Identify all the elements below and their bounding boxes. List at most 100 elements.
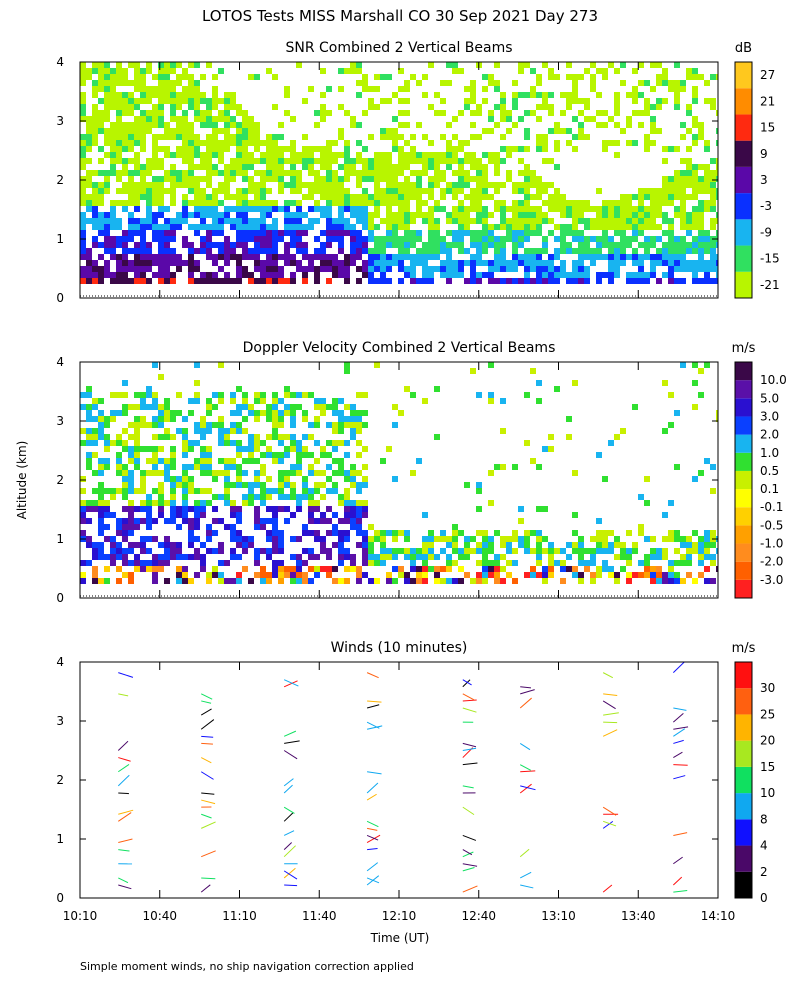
heat-cell	[230, 206, 236, 212]
heat-cell	[260, 440, 266, 446]
heat-cell	[710, 104, 716, 110]
heat-cell	[176, 98, 182, 104]
heat-cell	[92, 506, 98, 512]
heat-cell	[542, 218, 548, 224]
heat-cell	[134, 170, 140, 176]
heat-cell	[638, 200, 644, 206]
heat-cell	[98, 470, 104, 476]
heat-cell	[296, 566, 302, 572]
heat-cell	[680, 206, 686, 212]
heat-cell	[386, 578, 392, 584]
heat-cell	[116, 440, 122, 446]
heat-cell	[254, 260, 260, 266]
heat-cell	[122, 530, 128, 536]
heat-cell	[128, 404, 134, 410]
heat-cell	[458, 266, 464, 272]
heat-cell	[374, 164, 380, 170]
heat-cell	[272, 572, 278, 578]
heat-cell	[632, 542, 638, 548]
heat-cell	[284, 206, 290, 212]
heat-cell	[284, 518, 290, 524]
heat-cell	[440, 176, 446, 182]
heat-cell	[98, 266, 104, 272]
heat-cell	[518, 188, 524, 194]
heat-cell	[548, 128, 554, 134]
heat-cell	[476, 530, 482, 536]
heat-cell	[140, 446, 146, 452]
heat-cell	[470, 230, 476, 236]
heat-cell	[338, 260, 344, 266]
heat-cell	[380, 164, 386, 170]
heat-cell	[542, 248, 548, 254]
heat-cell	[524, 248, 530, 254]
heat-cell	[410, 554, 416, 560]
heat-cell	[656, 236, 662, 242]
heat-cell	[434, 572, 440, 578]
heat-cell	[98, 524, 104, 530]
heat-cell	[80, 98, 86, 104]
heat-cell	[476, 260, 482, 266]
heat-cell	[212, 404, 218, 410]
heat-cell	[194, 266, 200, 272]
heat-cell	[104, 62, 110, 68]
heat-cell	[266, 494, 272, 500]
heat-cell	[584, 206, 590, 212]
heat-cell	[452, 536, 458, 542]
heat-cell	[650, 86, 656, 92]
heat-cell	[380, 98, 386, 104]
heat-cell	[362, 446, 368, 452]
heat-cell	[188, 182, 194, 188]
heat-cell	[584, 218, 590, 224]
heat-cell	[218, 254, 224, 260]
heat-cell	[158, 74, 164, 80]
heat-cell	[398, 566, 404, 572]
heat-cell	[668, 194, 674, 200]
heat-cell	[662, 74, 668, 80]
wind-barb	[366, 820, 379, 828]
heat-cell	[176, 410, 182, 416]
heat-cell	[320, 164, 326, 170]
heat-cell	[566, 434, 572, 440]
colorbar-label: 25	[760, 707, 775, 721]
heat-cell	[128, 218, 134, 224]
heat-cell	[128, 188, 134, 194]
heat-cell	[218, 440, 224, 446]
heat-cell	[362, 536, 368, 542]
heat-cell	[242, 446, 248, 452]
heat-cell	[428, 212, 434, 218]
heat-cell	[590, 248, 596, 254]
heat-cell	[134, 554, 140, 560]
heat-cell	[392, 212, 398, 218]
heat-cell	[356, 278, 362, 284]
heat-cell	[242, 188, 248, 194]
wind-barb	[117, 740, 129, 751]
heat-cell	[314, 488, 320, 494]
heat-cell	[284, 572, 290, 578]
colorbar-label: 2	[760, 865, 768, 879]
heat-cell	[566, 242, 572, 248]
heat-cell	[344, 188, 350, 194]
heat-cell	[224, 470, 230, 476]
heat-cell	[224, 458, 230, 464]
heat-cell	[536, 272, 542, 278]
heat-cell	[608, 116, 614, 122]
colorbar-label: -3	[760, 199, 772, 213]
heat-cell	[164, 518, 170, 524]
heat-cell	[218, 458, 224, 464]
heat-cell	[482, 542, 488, 548]
heat-cell	[134, 164, 140, 170]
heat-cell	[206, 404, 212, 410]
heat-cell	[182, 206, 188, 212]
heat-cell	[170, 218, 176, 224]
heat-cell	[290, 158, 296, 164]
heat-cell	[422, 554, 428, 560]
heat-cell	[134, 80, 140, 86]
heat-cell	[524, 134, 530, 140]
heat-cell	[266, 488, 272, 494]
heat-cell	[578, 98, 584, 104]
heat-cell	[266, 158, 272, 164]
heat-cell	[116, 224, 122, 230]
heat-cell	[320, 182, 326, 188]
heat-cell	[536, 104, 542, 110]
heat-cell	[404, 110, 410, 116]
